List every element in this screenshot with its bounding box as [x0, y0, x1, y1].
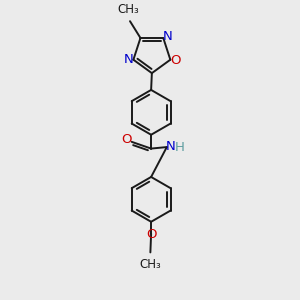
Text: O: O — [146, 228, 156, 241]
Text: N: N — [124, 53, 134, 66]
Text: CH₃: CH₃ — [118, 3, 140, 16]
Text: O: O — [170, 54, 180, 67]
Text: CH₃: CH₃ — [140, 258, 161, 272]
Text: H: H — [175, 141, 184, 154]
Text: N: N — [166, 140, 176, 153]
Text: N: N — [163, 30, 172, 43]
Text: O: O — [121, 133, 132, 146]
